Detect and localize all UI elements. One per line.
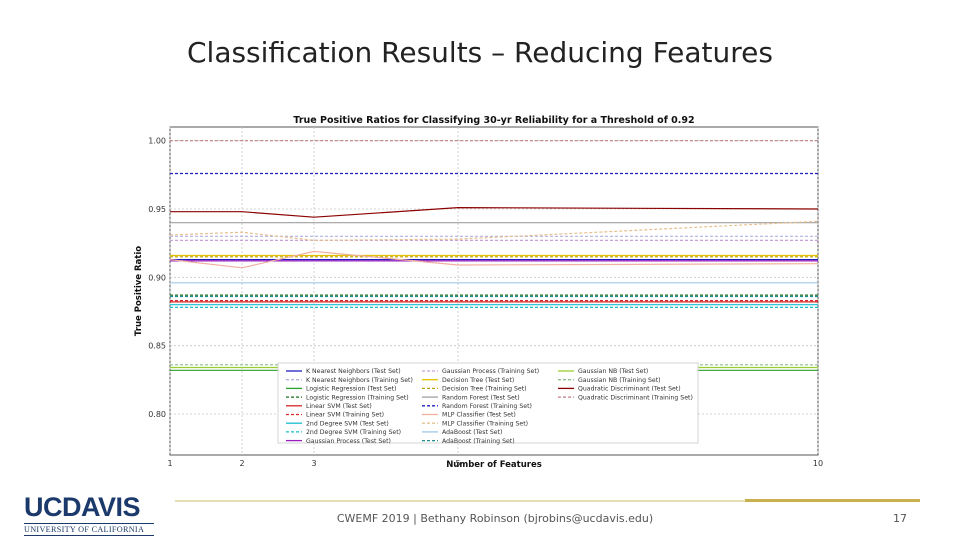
logo-wordmark: UCDAVIS bbox=[24, 492, 141, 522]
legend-entry: MLP Classifier (Training Set) bbox=[442, 420, 528, 427]
y-tick-label: 0.85 bbox=[148, 342, 166, 351]
x-tick-label: 3 bbox=[311, 459, 316, 468]
footer-text: CWEMF 2019 | Bethany Robinson (bjrobins@… bbox=[336, 512, 654, 525]
x-tick-label: 10 bbox=[813, 459, 823, 468]
legend-box bbox=[277, 362, 699, 444]
series-line-20 bbox=[170, 206, 819, 218]
series-layer bbox=[169, 140, 819, 371]
chart-title: True Positive Ratios for Classifying 30-… bbox=[293, 115, 694, 126]
x-axis-label: Number of Features bbox=[446, 460, 542, 470]
legend-entry: Random Forest (Test Set) bbox=[442, 394, 520, 401]
ucdavis-logo: UCDAVIS UNIVERSITY OF CALIFORNIA bbox=[24, 494, 154, 536]
legend-entry: Quadratic Discriminant (Training Set) bbox=[578, 394, 693, 401]
x-tick-label: 5 bbox=[455, 459, 460, 468]
y-axis-label: True Positive Ratio bbox=[134, 246, 144, 336]
y-tick-label: 0.90 bbox=[148, 273, 166, 282]
legend-entry: K Nearest Neighbors (Training Set) bbox=[306, 377, 413, 384]
legend-entry: Gaussian NB (Test Set) bbox=[578, 368, 648, 375]
legend-entry: Gaussian NB (Training Set) bbox=[578, 377, 661, 384]
legend: K Nearest Neighbors (Test Set) K Nearest … bbox=[286, 368, 693, 445]
legend-entry: Linear SVM (Training Set) bbox=[306, 412, 384, 419]
tick-layer: 1 2 3 5 10 0.80 0.85 0.90 0.95 1.00 bbox=[148, 137, 823, 468]
x-tick-label: 2 bbox=[239, 459, 244, 468]
y-tick-label: 1.00 bbox=[148, 137, 166, 146]
legend-entry: Decision Tree (Test Set) bbox=[442, 377, 514, 384]
chart: True Positive Ratios for Classifying 30-… bbox=[134, 115, 823, 470]
x-tick-label: 1 bbox=[167, 459, 172, 468]
legend-entry: Linear SVM (Test Set) bbox=[306, 403, 372, 410]
y-tick-label: 0.80 bbox=[148, 410, 166, 419]
legend-entry: Gaussian Process (Test Set) bbox=[306, 438, 391, 445]
legend-entry: Logistic Regression (Training Set) bbox=[306, 394, 409, 401]
legend-entry: Random Forest (Training Set) bbox=[442, 403, 532, 410]
legend-entry: 2nd Degree SVM (Test Set) bbox=[306, 420, 389, 427]
y-tick-label: 0.95 bbox=[148, 205, 166, 214]
legend-entry: Logistic Regression (Test Set) bbox=[306, 386, 396, 393]
legend-entry: AdaBoost (Training Set) bbox=[442, 438, 515, 445]
legend-entry: K Nearest Neighbors (Test Set) bbox=[306, 368, 401, 375]
series-line-14 bbox=[169, 250, 819, 269]
logo-subtitle: UNIVERSITY OF CALIFORNIA bbox=[24, 523, 154, 536]
footer-rule bbox=[175, 500, 745, 502]
legend-entry: Gaussian Process (Training Set) bbox=[442, 368, 539, 375]
slide-title: Classification Results – Reducing Featur… bbox=[186, 36, 773, 69]
legend-entry: MLP Classifier (Test Set) bbox=[442, 412, 516, 419]
footer-rule-accent bbox=[745, 499, 920, 502]
legend-entry: Decision Tree (Training Set) bbox=[442, 386, 527, 393]
legend-entry: AdaBoost (Test Set) bbox=[442, 429, 502, 436]
legend-entry: Quadratic Discriminant (Test Set) bbox=[578, 386, 681, 393]
page-number: 17 bbox=[893, 512, 907, 525]
legend-entry: 2nd Degree SVM (Training Set) bbox=[306, 429, 401, 436]
